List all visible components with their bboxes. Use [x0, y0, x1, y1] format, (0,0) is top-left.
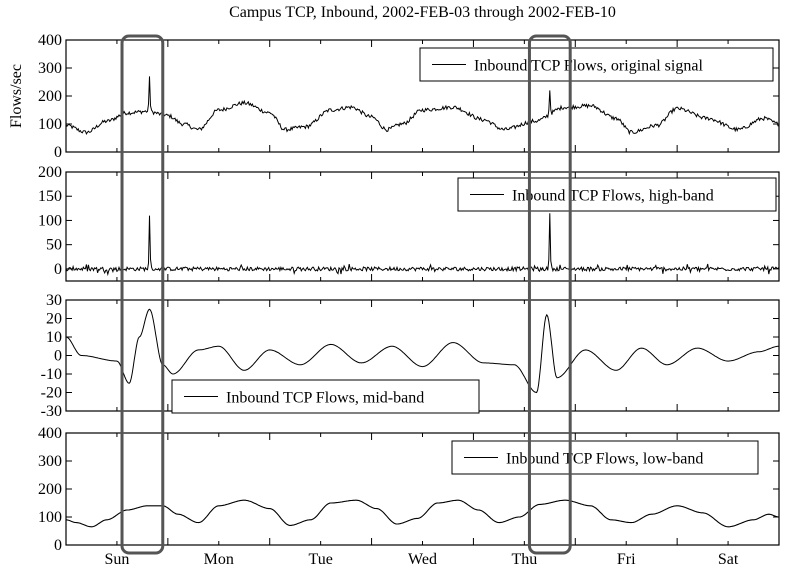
x-tick-label: Sat [718, 551, 739, 568]
x-tick-label: Fri [617, 551, 636, 568]
y-tick-label: 300 [38, 453, 62, 470]
series-line [65, 213, 780, 277]
y-tick-label: 50 [46, 237, 62, 254]
legend-box [451, 440, 759, 475]
y-axis-label: Flows/sec [8, 64, 25, 128]
highlight-box [527, 34, 572, 555]
y-tick-label: 100 [38, 212, 62, 229]
y-tick-label: 0 [54, 348, 62, 365]
x-tick-label: Mon [204, 551, 234, 568]
legend-label: Inbound TCP Flows, mid-band [226, 390, 424, 407]
chart-title: Campus TCP, Inbound, 2002-FEB-03 through… [229, 4, 616, 21]
y-tick-label: 0 [54, 261, 62, 278]
y-tick-label: 200 [38, 88, 62, 105]
y-tick-label: 400 [38, 425, 62, 442]
y-tick-label: 20 [46, 311, 62, 328]
highlight-box [120, 34, 165, 555]
legend-box [457, 177, 777, 212]
y-tick-label: 100 [38, 116, 62, 133]
series-line [65, 76, 780, 136]
series-line [65, 308, 779, 394]
x-tick-label: Thu [511, 551, 537, 568]
y-tick-label: 0 [54, 144, 62, 161]
y-tick-label: 200 [38, 164, 62, 181]
series-line [65, 499, 780, 528]
y-tick-label: -10 [41, 366, 62, 383]
x-tick-label: Sun [104, 551, 129, 568]
y-tick-label: 150 [38, 188, 62, 205]
legend-label: Inbound TCP Flows, high-band [512, 188, 714, 205]
y-tick-label: 400 [38, 32, 62, 49]
x-tick-label: Wed [408, 551, 437, 568]
legend-label: Inbound TCP Flows, original signal [474, 58, 703, 75]
y-tick-label: 30 [46, 292, 62, 309]
y-tick-label: 300 [38, 60, 62, 77]
legend-label: Inbound TCP Flows, low-band [506, 451, 703, 468]
y-tick-label: -30 [41, 403, 62, 420]
x-tick-label: Tue [308, 551, 332, 568]
y-tick-label: 200 [38, 481, 62, 498]
legend-box [419, 47, 774, 82]
y-tick-label: 100 [38, 509, 62, 526]
y-tick-label: 0 [54, 537, 62, 554]
y-tick-label: 10 [46, 329, 62, 346]
legend-box [171, 379, 480, 414]
y-tick-label: -20 [41, 385, 62, 402]
